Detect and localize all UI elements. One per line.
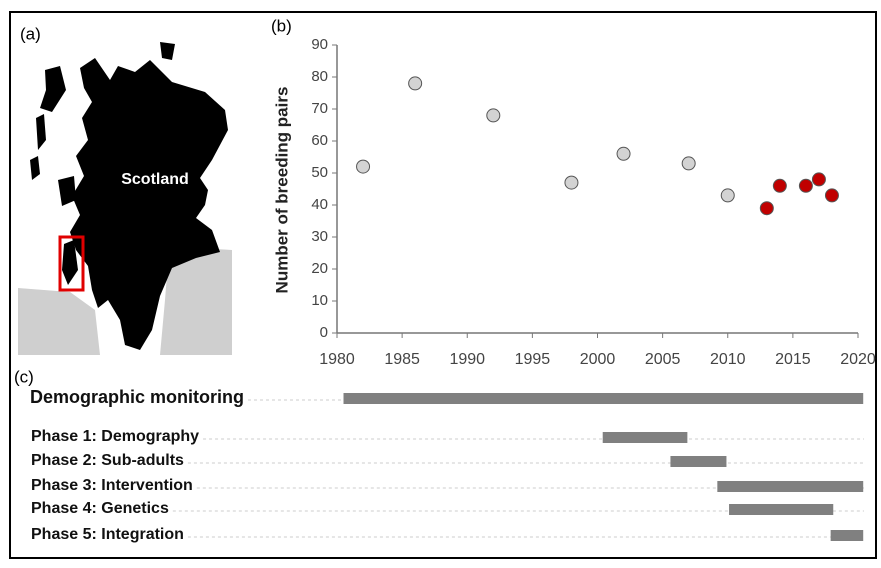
y-tick-label: 60 — [311, 132, 328, 149]
y-tick-label: 40 — [311, 196, 328, 213]
x-tick-label: 2015 — [775, 351, 811, 368]
task-bar — [830, 530, 864, 541]
y-tick-label: 20 — [311, 260, 328, 277]
y-tick-label: 70 — [311, 100, 328, 117]
task-bar — [602, 432, 688, 443]
island — [30, 156, 40, 180]
x-tick-label: 1990 — [449, 351, 485, 368]
task-label: Phase 3: Intervention — [31, 477, 193, 494]
islay — [62, 240, 78, 285]
task-label: Phase 4: Genetics — [31, 500, 169, 517]
task-bar — [717, 481, 864, 492]
map-label: Scotland — [121, 171, 189, 188]
outer-hebrides — [40, 66, 66, 112]
panel-label: (a) — [20, 24, 41, 43]
y-axis-label: Number of breeding pairs — [272, 87, 291, 294]
x-tick-label: 1980 — [319, 351, 355, 368]
x-tick-label: 1995 — [515, 351, 551, 368]
point — [356, 159, 371, 174]
point — [772, 178, 787, 193]
figure-frame — [9, 11, 877, 559]
x-tick-label: 2020 — [840, 351, 876, 368]
ireland — [18, 288, 100, 355]
task-label: Phase 2: Sub-adults — [31, 452, 184, 469]
task-bar — [670, 456, 727, 467]
y-tick-label: 10 — [311, 292, 328, 309]
island — [36, 114, 46, 150]
island — [58, 176, 76, 206]
task-bar — [343, 393, 864, 404]
point — [720, 188, 735, 203]
y-tick-label: 90 — [311, 36, 328, 53]
point — [681, 156, 696, 171]
task-label: Phase 1: Demography — [31, 428, 199, 445]
point — [811, 172, 826, 187]
point — [564, 175, 579, 190]
x-tick-label: 2000 — [580, 351, 616, 368]
x-tick-label: 2010 — [710, 351, 746, 368]
scotland-mainland — [70, 58, 228, 350]
y-tick-label: 50 — [311, 164, 328, 181]
panel-label: (b) — [271, 16, 292, 35]
task-bar — [729, 504, 834, 515]
point — [616, 146, 631, 161]
study-area-box — [58, 235, 85, 292]
england — [160, 248, 232, 355]
point — [759, 201, 774, 216]
map: Scotland (a) — [18, 24, 232, 355]
task-label: Phase 5: Integration — [31, 526, 184, 543]
point — [798, 178, 813, 193]
x-tick-label: 2005 — [645, 351, 681, 368]
point — [408, 76, 423, 91]
point — [824, 188, 839, 203]
y-tick-label: 30 — [311, 228, 328, 245]
panel-label: (c) — [14, 367, 34, 386]
y-tick-label: 80 — [311, 68, 328, 85]
x-tick-label: 1985 — [384, 351, 420, 368]
task-label: Demographic monitoring — [30, 387, 244, 407]
orkney — [160, 42, 175, 60]
point — [486, 108, 501, 123]
y-tick-label: 0 — [320, 324, 328, 341]
